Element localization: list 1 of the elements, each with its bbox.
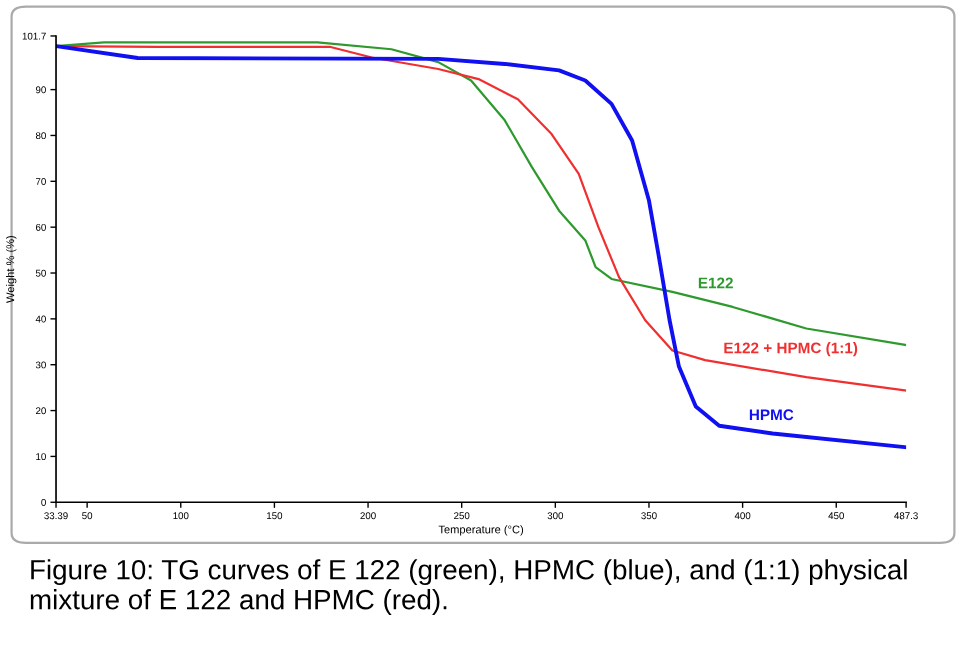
caption: Figure 10: TG curves of E 122 (green), HPMC (blue), and (1:1) physical mixture of E 122 and HPMC (red). <box>30 559 907 615</box>
